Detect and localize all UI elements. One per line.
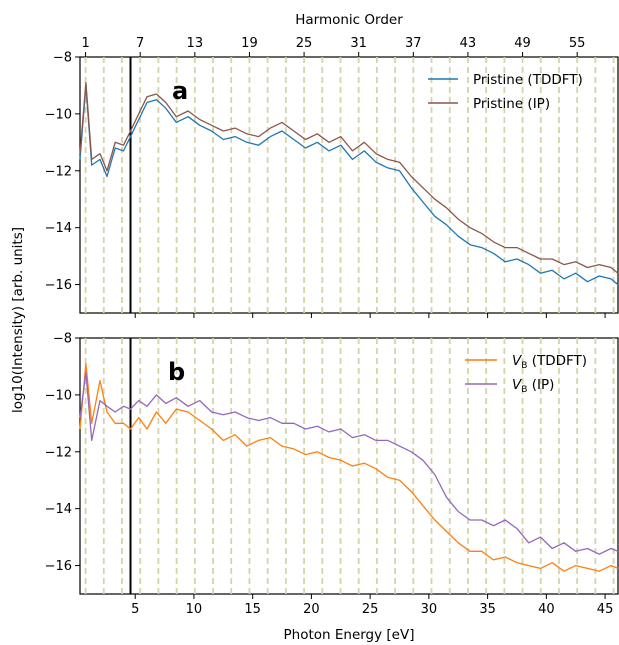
- x-tick-label: 25: [362, 602, 379, 617]
- y-tick-label: −8: [53, 332, 72, 347]
- x-tick-label: 10: [186, 602, 203, 617]
- x-tick-label: 35: [479, 602, 496, 617]
- legend-label-vb-tddft: VB (TDDFT): [512, 353, 587, 371]
- y-axis-label: log10(Intensity) [arb. units]: [10, 227, 26, 413]
- panel-a-series: [79, 81, 619, 286]
- top-tick-label: 25: [296, 36, 313, 51]
- series-line-a-1: [79, 81, 619, 274]
- panel-b-legend: VB (TDDFT) VB (IP): [465, 353, 587, 395]
- x-tick-label: 15: [244, 602, 261, 617]
- legend-label-vb-ip: VB (IP): [512, 377, 554, 395]
- top-tick-label: 37: [405, 36, 422, 51]
- panel-a-label: a: [172, 77, 188, 105]
- y-tick-label: −12: [45, 445, 72, 460]
- top-tick-label: 31: [350, 36, 367, 51]
- top-tick-label: 19: [241, 36, 258, 51]
- y-tick-label: −14: [45, 502, 72, 517]
- top-tick-label: 43: [460, 36, 477, 51]
- x-tick-label: 5: [131, 602, 139, 617]
- top-tick-label: 55: [569, 36, 586, 51]
- panel-a-frame: [79, 56, 619, 314]
- panel-a: −16 −14 −12 −10 −8 1 7 13 19 25 31 37 43 49 55 a Harmo…: [45, 12, 619, 318]
- x-tick-label: 20: [303, 602, 320, 617]
- panel-a-harmonic-lines: [84, 57, 615, 313]
- panel-a-ticks: −16 −14 −12 −10 −8 1 7 13 19 25 31 37 43 49 55: [45, 36, 606, 318]
- top-tick-label: 49: [514, 36, 531, 51]
- panel-b-ticks: −16 −14 −12 −10 −8 5 10 15 20 25 30 35 40 45: [45, 332, 614, 618]
- legend-label-pristine-tddft: Pristine (TDDFT): [473, 72, 583, 88]
- x-tick-label: 40: [538, 602, 555, 617]
- y-tick-label: −10: [45, 388, 72, 403]
- panel-a-legend: Pristine (TDDFT) Pristine (IP): [428, 72, 583, 112]
- panel-b: −16 −14 −12 −10 −8 5 10 15 20 25 30 35 40 45 b VB (TD…: [45, 332, 619, 643]
- top-tick-label: 13: [187, 36, 204, 51]
- panel-b-series: [79, 362, 619, 572]
- y-tick-label: −16: [45, 278, 72, 293]
- series-line-b-0: [79, 362, 619, 572]
- top-axis-label: Harmonic Order: [295, 12, 403, 28]
- top-tick-label: 7: [136, 36, 144, 51]
- x-tick-label: 45: [597, 602, 614, 617]
- legend-label-pristine-ip: Pristine (IP): [473, 96, 550, 112]
- x-tick-label: 30: [421, 602, 438, 617]
- y-tick-label: −8: [53, 51, 72, 66]
- y-tick-label: −10: [45, 107, 72, 122]
- panel-b-frame: [79, 337, 619, 595]
- panel-b-label: b: [168, 358, 185, 386]
- x-axis-label: Photon Energy [eV]: [284, 627, 415, 643]
- y-tick-label: −16: [45, 559, 72, 574]
- y-tick-label: −12: [45, 164, 72, 179]
- top-tick-label: 1: [81, 36, 89, 51]
- series-line-a-0: [79, 84, 619, 286]
- series-line-b-1: [79, 371, 619, 555]
- y-tick-label: −14: [45, 221, 72, 236]
